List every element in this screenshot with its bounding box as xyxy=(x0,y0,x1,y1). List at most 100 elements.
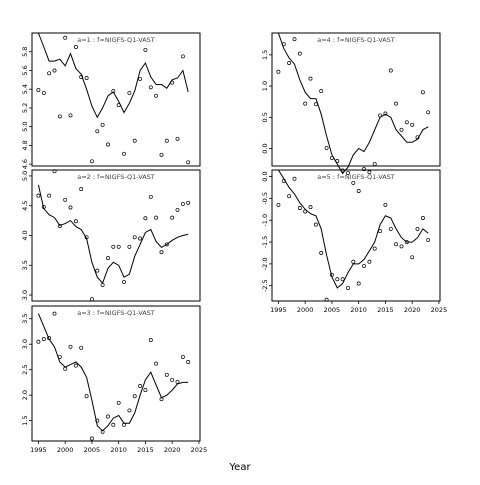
observed-point xyxy=(164,372,169,377)
y-tick-label: 1.0 xyxy=(261,81,269,91)
observed-point xyxy=(324,297,329,302)
x-axis-label: Year xyxy=(228,462,251,473)
observed-point xyxy=(410,122,415,127)
y-tick-label: 1.5 xyxy=(261,50,269,60)
observed-point xyxy=(404,240,409,245)
observed-point xyxy=(106,414,110,419)
panel-frame xyxy=(271,32,441,167)
observed-point xyxy=(170,377,175,382)
observed-point xyxy=(399,244,404,249)
observed-point xyxy=(36,193,41,198)
panel-frame xyxy=(271,169,441,302)
observed-point xyxy=(175,207,180,212)
observed-point xyxy=(308,205,313,210)
fitted-line xyxy=(277,32,429,175)
fitted-line xyxy=(37,32,189,119)
observed-point xyxy=(36,339,41,344)
observed-point xyxy=(122,279,126,284)
panel-title: a=1 : f=NIGFS-Q1-VAST xyxy=(77,36,155,44)
x-tick-label: 2020 xyxy=(164,446,181,454)
observed-point xyxy=(111,244,116,249)
observed-point xyxy=(47,193,52,198)
observed-point xyxy=(138,76,143,81)
observed-point xyxy=(410,255,415,260)
observed-point xyxy=(68,344,73,349)
observed-point xyxy=(372,246,377,251)
observed-point xyxy=(297,51,302,56)
observed-point xyxy=(186,360,191,364)
y-tick-label: -0.5 xyxy=(261,192,269,205)
observed-point xyxy=(154,361,159,366)
observed-point xyxy=(303,101,308,106)
observed-point xyxy=(415,135,420,140)
observed-point xyxy=(164,138,169,143)
observed-point xyxy=(367,259,372,264)
observed-point xyxy=(170,80,175,85)
observed-point xyxy=(308,76,313,81)
observed-point xyxy=(415,226,420,231)
observed-point xyxy=(73,363,78,368)
observed-point xyxy=(180,201,185,206)
observed-point xyxy=(154,215,159,220)
observed-point xyxy=(116,400,121,405)
observed-point xyxy=(73,219,78,224)
observed-point xyxy=(143,216,148,221)
observed-point xyxy=(41,337,46,342)
observed-point xyxy=(52,311,57,316)
observed-point xyxy=(313,222,318,227)
y-tick-label: 3.5 xyxy=(21,314,29,324)
panel-4: a=4 : f=NIGFS-Q1-VAST 0.0 0.5 1.0 1.5 xyxy=(261,32,441,193)
x-tick-label: 1995 xyxy=(30,446,47,454)
x-tick-label: 2015 xyxy=(137,446,154,454)
observed-point xyxy=(351,180,356,185)
observed-point xyxy=(116,103,121,108)
observed-point xyxy=(351,259,356,264)
observed-point xyxy=(329,155,334,160)
observed-point xyxy=(175,136,180,141)
y-tick-label: 5.0 xyxy=(21,171,29,181)
observed-point xyxy=(79,187,84,192)
y-tick-label: 2.0 xyxy=(21,390,29,400)
observed-point xyxy=(319,89,324,94)
observed-point xyxy=(132,394,137,399)
observed-point xyxy=(346,285,350,290)
observed-point xyxy=(127,90,132,95)
observed-point xyxy=(57,114,62,119)
observed-point xyxy=(138,384,143,388)
y-tick-label: 5.8 xyxy=(21,47,29,57)
observed-point xyxy=(180,54,185,59)
observed-point xyxy=(186,160,191,165)
panel-1: a=1 : f=NIGFS-Q1-VAST 4.6 4.8 5.0 5.2 5.4 5.6 5… xyxy=(21,32,201,169)
observed-point xyxy=(175,379,180,384)
observed-point xyxy=(329,272,334,277)
observed-point xyxy=(383,202,388,207)
x-tick-label: 2005 xyxy=(84,446,101,454)
y-tick-label: 4.8 xyxy=(21,140,29,150)
y-tick-label: 1.5 xyxy=(21,415,29,425)
observed-point xyxy=(303,209,308,214)
y-tick-label: 0.0 xyxy=(261,143,269,153)
observed-point xyxy=(132,235,137,240)
panel-3: a=3 : f=NIGFS-Q1-VAST 1.5 2.0 2.5 3.0 3.5 1995… xyxy=(21,305,207,454)
panel-2: a=2 : f=NIGFS-Q1-VAST 3.0 3.5 4.0 4.5 5.0 xyxy=(21,169,201,302)
observed-point xyxy=(346,170,350,175)
observed-point xyxy=(319,251,324,255)
y-tick-label: 3.0 xyxy=(21,290,29,300)
x-tick-label: 2020 xyxy=(404,306,421,314)
observed-point xyxy=(100,282,105,287)
observed-point xyxy=(287,194,292,199)
observed-point xyxy=(84,76,89,80)
observed-point xyxy=(79,75,84,79)
y-tick-label: 4.5 xyxy=(21,201,29,211)
observed-point xyxy=(281,42,286,47)
y-tick-label: 5.0 xyxy=(21,121,29,131)
fitted-line xyxy=(37,313,189,432)
observed-point xyxy=(100,122,105,127)
observed-point xyxy=(362,264,366,269)
fitted-line xyxy=(277,169,429,289)
observed-point xyxy=(159,152,164,157)
observed-point xyxy=(313,102,318,107)
observed-point xyxy=(138,236,143,241)
y-tick-label: 3.5 xyxy=(21,260,29,270)
